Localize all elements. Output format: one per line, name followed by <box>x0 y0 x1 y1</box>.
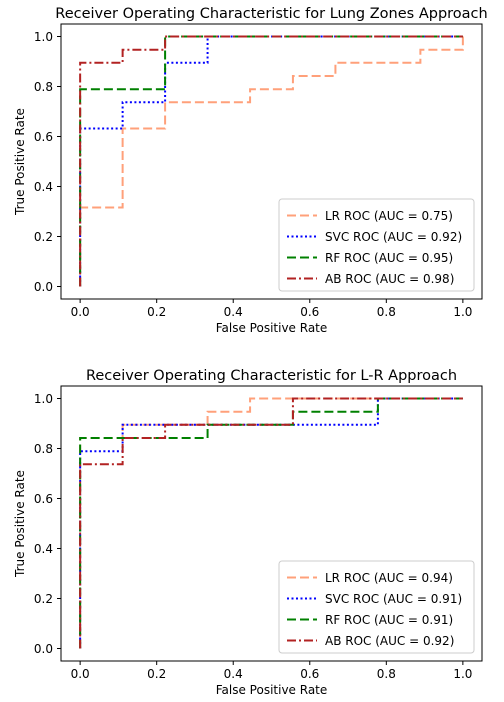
y-tick-label: 0.4 <box>34 180 53 194</box>
legend-label: SVC ROC (AUC = 0.92) <box>325 230 462 244</box>
x-axis-label: False Positive Rate <box>216 321 328 335</box>
plot-frame <box>60 385 483 662</box>
x-tick-label: 0.2 <box>147 667 166 681</box>
roc-chart-2: Receiver Operating Characteristic for L-… <box>13 368 483 697</box>
y-tick-label: 0.2 <box>34 592 53 606</box>
legend-label: AB ROC (AUC = 0.98) <box>325 272 454 286</box>
legend-label: RF ROC (AUC = 0.91) <box>325 613 453 627</box>
x-tick-label: 0.8 <box>377 667 396 681</box>
legend-label: AB ROC (AUC = 0.92) <box>325 634 454 648</box>
x-tick-label: 0.6 <box>300 667 319 681</box>
legend: LR ROC (AUC = 0.94) SVC ROC (AUC = 0.91) R… <box>278 560 475 654</box>
roc-series-line-1 <box>79 36 464 287</box>
y-tick-label: 0.2 <box>34 230 53 244</box>
legend-box <box>278 198 475 292</box>
roc-series-line-3 <box>79 397 463 649</box>
x-tick-label: 0.4 <box>224 305 243 319</box>
legend-box <box>278 560 475 654</box>
x-tick-label: 0.6 <box>300 305 319 319</box>
y-tick-label: 0.6 <box>34 492 53 506</box>
roc-chart-1: Receiver Operating Characteristic for Lu… <box>13 6 488 335</box>
legend: LR ROC (AUC = 0.75) SVC ROC (AUC = 0.92) R… <box>278 198 475 292</box>
legend-label: RF ROC (AUC = 0.95) <box>325 251 453 265</box>
roc-series-line-4 <box>79 397 463 649</box>
x-tick-label: 0.0 <box>71 667 90 681</box>
chart-title: Receiver Operating Characteristic for Lu… <box>55 6 487 22</box>
x-tick-label: 0.8 <box>377 305 396 319</box>
y-tick-label: 0.8 <box>34 442 53 456</box>
legend-label: SVC ROC (AUC = 0.91) <box>325 592 462 606</box>
roc-series-line-2 <box>79 397 463 649</box>
plot-frame <box>60 23 483 300</box>
x-tick-label: 0.0 <box>71 305 90 319</box>
x-tick-label: 1.0 <box>453 305 472 319</box>
x-tick-label: 0.4 <box>224 667 243 681</box>
y-tick-label: 0.4 <box>34 542 53 556</box>
legend-label: LR ROC (AUC = 0.75) <box>325 209 453 223</box>
y-tick-label: 0.0 <box>34 642 53 656</box>
x-axis-label: False Positive Rate <box>216 683 328 697</box>
y-tick-label: 0.8 <box>34 80 53 94</box>
y-axis-label: True Positive Rate <box>13 470 27 578</box>
x-tick-label: 0.2 <box>147 305 166 319</box>
y-tick-label: 0.6 <box>34 130 53 144</box>
roc-series-line-4 <box>79 35 463 287</box>
x-tick-label: 1.0 <box>453 667 472 681</box>
chart-title: Receiver Operating Characteristic for L-… <box>86 368 457 384</box>
series-lines <box>79 35 464 287</box>
series-lines <box>79 397 463 649</box>
legend-label: LR ROC (AUC = 0.94) <box>325 571 453 585</box>
y-axis-label: True Positive Rate <box>13 108 27 216</box>
roc-series-line-2 <box>79 35 463 287</box>
y-tick-label: 0.0 <box>34 280 53 294</box>
y-tick-label: 1.0 <box>34 392 53 406</box>
y-tick-label: 1.0 <box>34 30 53 44</box>
